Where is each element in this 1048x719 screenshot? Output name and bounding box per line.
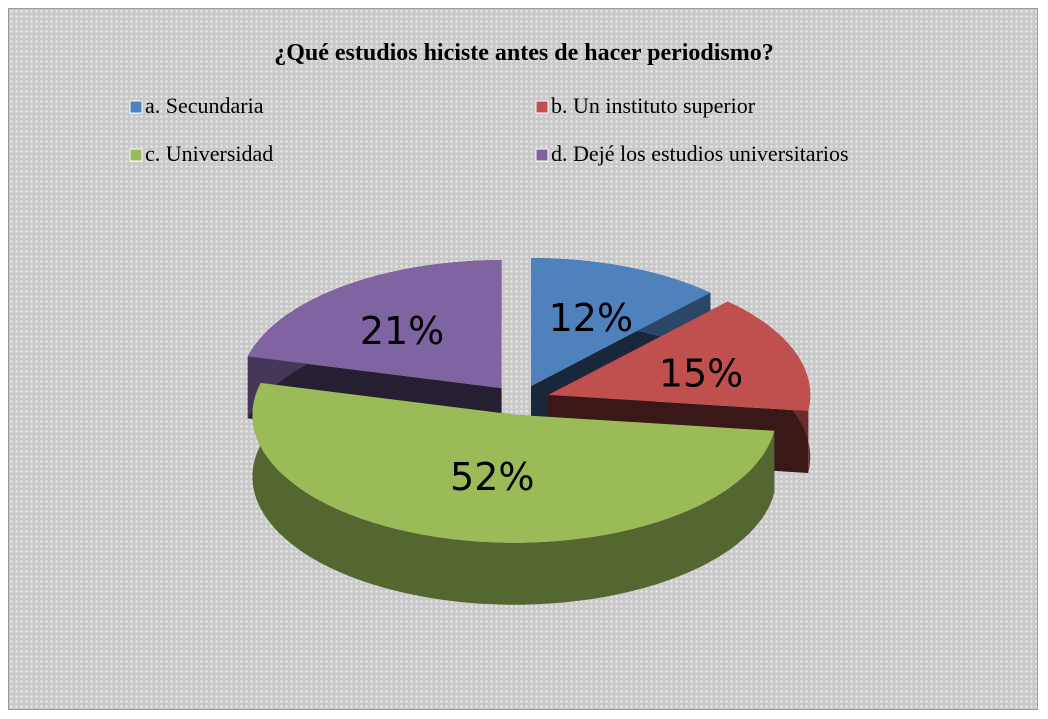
chart-title: ¿Qué estudios hiciste antes de hacer per…	[274, 40, 774, 66]
legend-swatch	[129, 148, 143, 162]
pie-slice	[252, 382, 775, 543]
pie-slice	[548, 301, 811, 411]
pie-slice	[247, 260, 502, 389]
legend-label: a. Secundaria	[145, 93, 264, 118]
pie-slice	[531, 258, 711, 387]
chart-area	[8, 8, 1038, 710]
data-label: 21%	[360, 309, 444, 353]
data-label: 12%	[549, 296, 633, 340]
data-label: 15%	[659, 352, 743, 396]
legend-swatch	[535, 148, 549, 162]
legend-label: c. Universidad	[145, 141, 273, 166]
legend-label: d. Dejé los estudios universitarios	[551, 141, 849, 166]
legend-swatch	[129, 100, 143, 114]
legend-swatch	[535, 100, 549, 114]
slice-rim	[252, 382, 775, 605]
data-label: 52%	[450, 455, 534, 499]
legend-label: b. Un instituto superior	[551, 93, 756, 118]
